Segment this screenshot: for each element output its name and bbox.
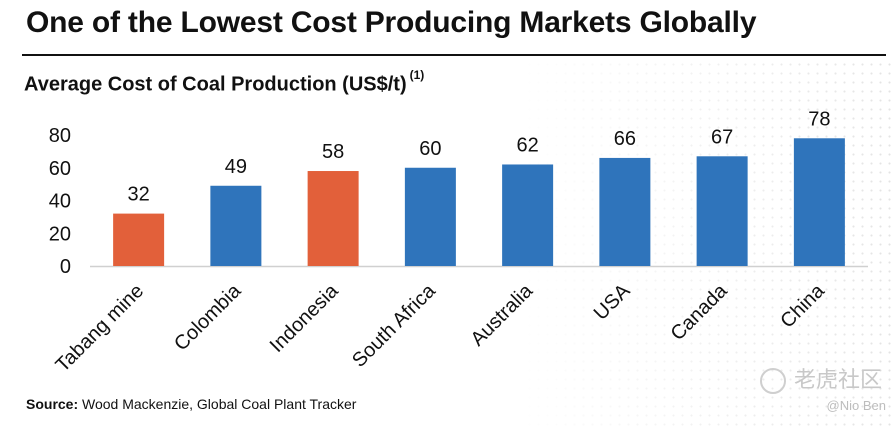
watermark-text: 老虎社区 xyxy=(793,368,882,393)
y-tick-label: 60 xyxy=(49,158,71,180)
chart-subtitle: Average Cost of Coal Production (US$/t)(… xyxy=(24,68,424,97)
data-label: 66 xyxy=(614,128,636,150)
data-label: 62 xyxy=(517,134,539,156)
bar-south-africa xyxy=(404,167,456,266)
source-text: Wood Mackenzie, Global Coal Plant Tracke… xyxy=(82,396,357,412)
bars-group xyxy=(113,138,845,266)
data-label: 32 xyxy=(128,184,150,206)
x-tick-label: South Africa xyxy=(348,279,440,371)
x-tick-label: USA xyxy=(590,280,635,325)
x-tick-label: Australia xyxy=(467,279,538,350)
page-title: One of the Lowest Cost Producing Markets… xyxy=(26,6,757,39)
data-label: 60 xyxy=(419,138,441,160)
bar-tabang-mine xyxy=(113,213,165,266)
x-tick-label: Tabang mine xyxy=(52,280,149,377)
footnote-marker: (1) xyxy=(409,68,425,82)
source-label: Source: xyxy=(26,396,79,412)
x-tick-label: Canada xyxy=(667,279,733,345)
y-tick-label: 0 xyxy=(60,256,71,278)
bar-colombia xyxy=(210,185,262,266)
data-label: 58 xyxy=(322,141,344,163)
data-label: 49 xyxy=(225,156,247,178)
x-tick-labels-group: Tabang mine Colombia Indonesia South Africa… xyxy=(52,279,830,376)
y-tick-label: 40 xyxy=(49,191,71,213)
bar-australia xyxy=(502,164,554,266)
data-labels-group: 32 49 58 60 62 66 67 78 xyxy=(128,108,831,205)
title-divider xyxy=(22,54,886,56)
y-tick-label: 20 xyxy=(49,223,71,245)
x-tick-label: Colombia xyxy=(170,279,246,355)
bar-indonesia xyxy=(307,171,359,266)
tiger-logo-icon xyxy=(759,368,786,394)
data-label: 67 xyxy=(711,126,733,148)
data-label: 78 xyxy=(808,108,830,130)
watermark: 老虎社区 xyxy=(759,362,882,394)
x-tick-label: Indonesia xyxy=(266,279,344,357)
bar-china xyxy=(793,138,845,266)
x-tick-label: China xyxy=(776,279,829,332)
y-axis: 0 20 40 60 80 xyxy=(49,125,71,278)
watermark-handle: @Nio Ben xyxy=(826,398,886,413)
source-note: Source: Wood Mackenzie, Global Coal Plan… xyxy=(26,396,356,412)
y-tick-label: 80 xyxy=(49,125,71,147)
bar-canada xyxy=(696,156,748,266)
bar-usa xyxy=(599,157,651,266)
chart-subtitle-text: Average Cost of Coal Production (US$/t) xyxy=(24,73,407,96)
